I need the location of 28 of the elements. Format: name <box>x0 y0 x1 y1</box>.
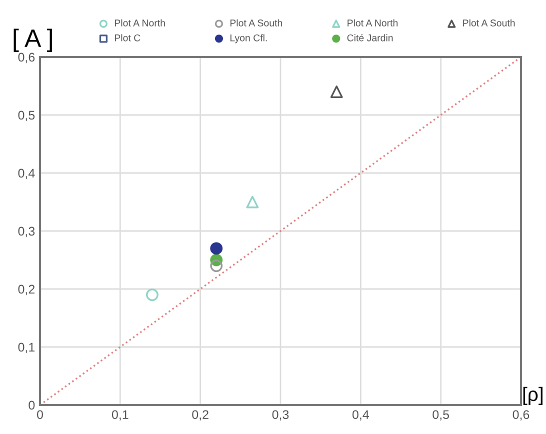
x-tick-label: 0,3 <box>272 410 289 421</box>
x-tick-label: 0,4 <box>352 410 369 421</box>
legend-label: Lyon Cfl. <box>230 34 267 44</box>
legend-label: Cité Jardin <box>347 34 393 42</box>
y-tick-label: 0,1 <box>18 342 35 354</box>
x-tick-label: 0,1 <box>112 410 128 421</box>
y-tick-label: 0,4 <box>18 168 35 180</box>
y-tick-label: 0,5 <box>18 110 35 122</box>
point <box>146 288 158 302</box>
point <box>330 86 343 98</box>
y-tick-label: 0,2 <box>18 284 35 296</box>
x-axis-title: [ρ] <box>523 386 542 405</box>
x-tick-label: 0 <box>37 410 43 420</box>
legend-label: Plot A North <box>348 19 398 26</box>
legend-label: Plot A North <box>114 19 165 26</box>
y-axis-title: [ A ] <box>14 28 52 52</box>
legend-label: Plot A South <box>230 19 282 26</box>
legend-label: Plot A South <box>463 19 515 26</box>
point <box>210 242 223 255</box>
x-tick-label: 0,6 <box>512 410 530 421</box>
legend-label: Plot C <box>114 34 140 42</box>
point <box>246 196 259 208</box>
point <box>210 260 223 272</box>
y-tick-label: 0 <box>28 400 35 410</box>
y-tick-label: 0,6 <box>18 52 35 64</box>
x-tick-label: 0,2 <box>192 410 208 421</box>
y-tick-label: 0,3 <box>18 226 35 238</box>
x-tick-label: 0,5 <box>432 410 449 421</box>
